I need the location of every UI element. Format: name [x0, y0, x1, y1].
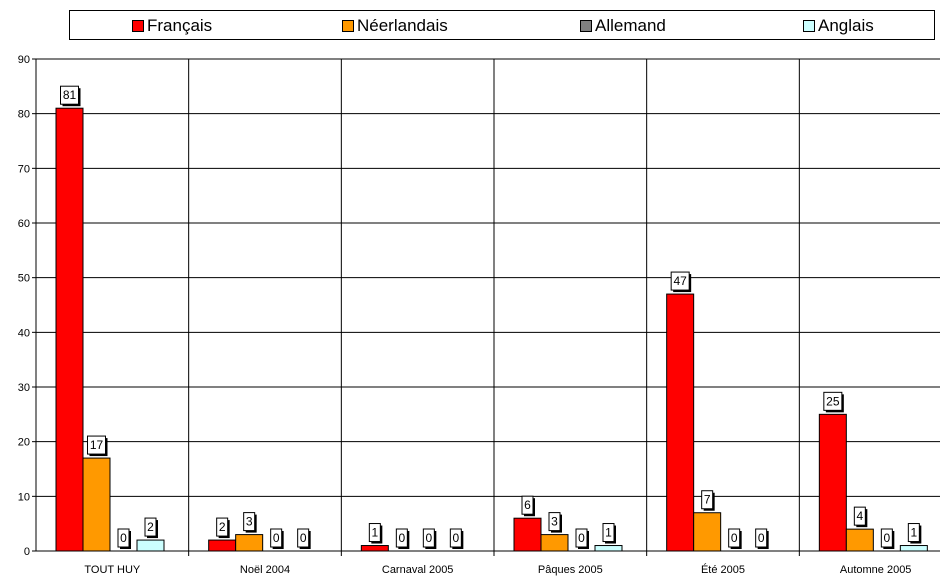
data-label-box [880, 528, 893, 548]
data-label-box [117, 528, 130, 548]
data-label: 3 [551, 515, 558, 529]
data-label: 2 [147, 520, 154, 534]
bar [82, 457, 111, 552]
data-label-box [449, 528, 462, 548]
data-label: 2 [219, 520, 226, 534]
data-label-box [575, 528, 588, 548]
legend-swatch-allemand [580, 20, 592, 32]
bar [360, 545, 389, 552]
data-label: 0 [883, 531, 890, 545]
data-label: 0 [398, 531, 405, 545]
data-label-box [521, 495, 534, 515]
data-label-box [728, 528, 741, 548]
x-tick-label: TOUT HUY [84, 564, 140, 576]
bar [899, 545, 928, 552]
bar [818, 413, 847, 552]
data-label: 1 [371, 526, 378, 540]
legend-swatch-anglais [803, 20, 815, 32]
data-label-box [395, 528, 408, 548]
legend-label-anglais: Anglais [818, 16, 874, 35]
bar [845, 528, 874, 552]
legend-label-neerlandais: Néerlandais [357, 16, 448, 35]
legend: Français Néerlandais Allemand Anglais [69, 10, 935, 40]
y-tick-label: 90 [18, 54, 30, 66]
bar [55, 107, 84, 552]
bar [235, 534, 264, 552]
y-tick-label: 60 [18, 218, 30, 230]
data-label: 0 [425, 531, 432, 545]
data-label: 0 [452, 531, 459, 545]
data-label-box [144, 517, 157, 537]
data-label-box [907, 523, 920, 543]
data-label-box [548, 512, 561, 532]
data-label-box [216, 517, 229, 537]
x-tick-label: Pâques 2005 [538, 564, 603, 576]
bar [693, 512, 722, 552]
bar [666, 293, 695, 552]
legend-item-francais: Français [132, 16, 212, 36]
y-tick-label: 30 [18, 382, 30, 394]
legend-item-neerlandais: Néerlandais [342, 16, 448, 36]
data-label-box [243, 512, 256, 532]
y-tick-label: 20 [18, 437, 30, 449]
y-tick-label: 70 [18, 163, 30, 175]
data-label-box [701, 490, 714, 510]
data-label-box [87, 435, 106, 455]
data-label-box [297, 528, 310, 548]
data-label: 81 [63, 88, 77, 102]
y-tick-label: 10 [18, 491, 30, 503]
data-label: 1 [605, 526, 612, 540]
data-label: 0 [120, 531, 127, 545]
data-label: 3 [246, 515, 253, 529]
data-label: 25 [826, 394, 840, 408]
bar [136, 539, 165, 552]
x-tick-label: Automne 2005 [840, 564, 912, 576]
data-label: 0 [731, 531, 738, 545]
y-tick-label: 80 [18, 109, 30, 121]
bar [208, 539, 237, 552]
legend-label-francais: Français [147, 16, 213, 35]
legend-item-allemand: Allemand [580, 16, 666, 36]
bar [594, 545, 623, 552]
x-tick-label: Été 2005 [701, 563, 745, 576]
data-label-box [270, 528, 283, 548]
data-label-box [853, 506, 866, 526]
x-tick-label: Carnaval 2005 [382, 564, 454, 576]
data-label: 7 [704, 493, 711, 507]
bar [513, 517, 542, 552]
data-label-box [823, 391, 843, 411]
legend-swatch-neerlandais [342, 20, 354, 32]
y-tick-label: 0 [24, 546, 30, 558]
data-label-box [602, 523, 615, 543]
bar [540, 534, 569, 552]
y-tick-label: 50 [18, 273, 30, 285]
data-label-box [422, 528, 435, 548]
data-label: 0 [578, 531, 585, 545]
data-label: 0 [273, 531, 280, 545]
data-label-box [368, 523, 381, 543]
y-tick-label: 40 [18, 327, 30, 339]
x-tick-label: Noël 2004 [240, 564, 290, 576]
legend-item-anglais: Anglais [803, 16, 874, 36]
legend-label-allemand: Allemand [595, 16, 666, 35]
data-label-box [670, 271, 690, 291]
data-label: 4 [856, 509, 863, 523]
data-label-box [755, 528, 768, 548]
data-label: 47 [673, 274, 687, 288]
data-label: 17 [90, 438, 104, 452]
data-label: 1 [910, 526, 917, 540]
data-label: 0 [300, 531, 307, 545]
legend-swatch-francais [132, 20, 144, 32]
data-label-box [60, 85, 79, 105]
data-label: 0 [758, 531, 765, 545]
data-label: 6 [524, 498, 531, 512]
